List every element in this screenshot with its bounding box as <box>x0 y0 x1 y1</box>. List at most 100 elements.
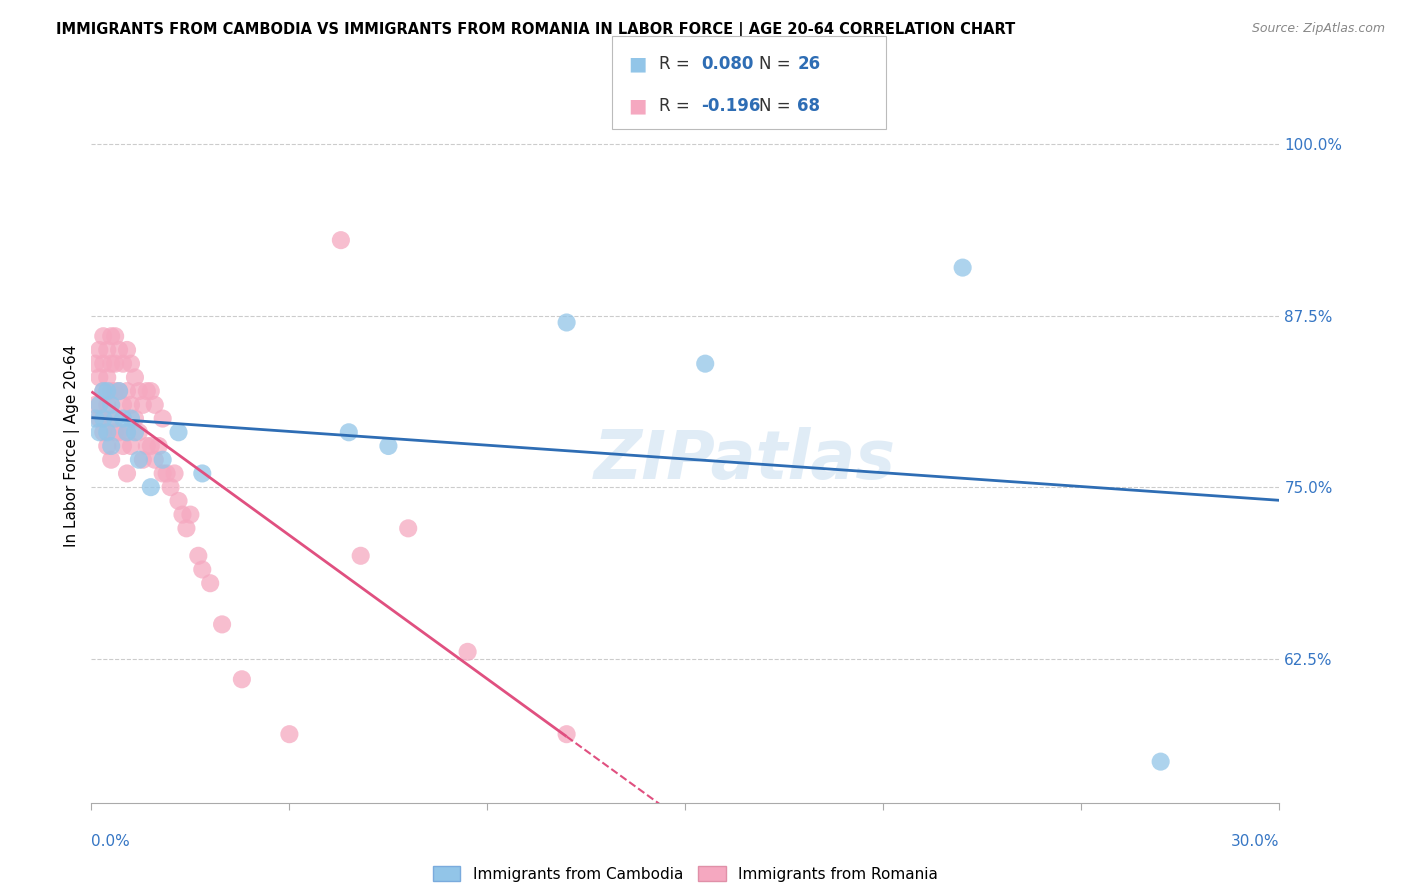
Point <box>128 384 150 398</box>
Point <box>100 398 122 412</box>
Point <box>100 357 122 371</box>
Point <box>89 398 111 412</box>
Point <box>96 425 118 440</box>
Point <box>104 329 127 343</box>
Point <box>555 316 578 330</box>
Text: 68: 68 <box>797 97 820 115</box>
Point <box>132 398 155 412</box>
Point <box>337 425 360 440</box>
Point <box>108 425 131 440</box>
Text: 0.080: 0.080 <box>702 54 754 73</box>
Point <box>200 576 222 591</box>
Point <box>100 329 122 343</box>
Point <box>695 357 717 371</box>
Point <box>163 467 186 481</box>
Point <box>135 439 157 453</box>
Point <box>128 452 150 467</box>
Point <box>120 439 142 453</box>
Text: Source: ZipAtlas.com: Source: ZipAtlas.com <box>1251 22 1385 36</box>
Point <box>115 343 138 357</box>
Point <box>89 343 111 357</box>
Point <box>135 384 157 398</box>
Point <box>96 398 118 412</box>
Point <box>952 260 974 275</box>
Point <box>104 357 127 371</box>
Point <box>115 467 138 481</box>
Point <box>120 411 142 425</box>
Point <box>89 425 111 440</box>
Point <box>124 370 146 384</box>
Point <box>152 411 174 425</box>
Point <box>191 467 214 481</box>
Point <box>143 398 166 412</box>
Point <box>179 508 201 522</box>
Point <box>159 480 181 494</box>
Point <box>187 549 209 563</box>
Point <box>91 411 114 425</box>
Text: R =: R = <box>659 97 696 115</box>
Point <box>156 467 179 481</box>
Point <box>143 452 166 467</box>
Point <box>84 398 107 412</box>
Point <box>112 439 135 453</box>
Point <box>167 425 190 440</box>
Text: ■: ■ <box>628 54 647 73</box>
Text: R =: R = <box>659 54 696 73</box>
Point <box>100 384 122 398</box>
Point <box>108 384 131 398</box>
Point <box>120 357 142 371</box>
Text: N =: N = <box>759 54 796 73</box>
Point <box>104 411 127 425</box>
Point <box>167 494 190 508</box>
Point <box>112 411 135 425</box>
Point <box>104 384 127 398</box>
Point <box>124 425 146 440</box>
Point <box>278 727 301 741</box>
Text: 30.0%: 30.0% <box>1232 834 1279 849</box>
Point <box>350 549 373 563</box>
Point <box>91 384 114 398</box>
Text: 26: 26 <box>797 54 820 73</box>
Point <box>96 343 118 357</box>
Point <box>139 384 162 398</box>
Point <box>152 467 174 481</box>
Point <box>100 411 122 425</box>
Point <box>172 508 194 522</box>
Text: 0.0%: 0.0% <box>91 834 131 849</box>
Point <box>108 343 131 357</box>
Point <box>152 452 174 467</box>
Point <box>132 452 155 467</box>
Point <box>139 480 162 494</box>
Point <box>377 439 399 453</box>
Point <box>457 645 479 659</box>
Point <box>396 521 419 535</box>
Text: ZIPatlas: ZIPatlas <box>593 427 896 493</box>
Point <box>84 357 107 371</box>
Point <box>115 384 138 398</box>
Point <box>91 425 114 440</box>
Point <box>100 439 122 453</box>
Point <box>115 425 138 440</box>
Legend: Immigrants from Cambodia, Immigrants from Romania: Immigrants from Cambodia, Immigrants fro… <box>427 860 943 888</box>
Point <box>148 439 170 453</box>
Text: -0.196: -0.196 <box>702 97 761 115</box>
Point <box>124 411 146 425</box>
Point <box>211 617 233 632</box>
Point <box>112 398 135 412</box>
Point <box>84 411 107 425</box>
Point <box>231 673 253 687</box>
Text: ■: ■ <box>628 96 647 115</box>
Point <box>96 439 118 453</box>
Point <box>191 562 214 576</box>
Point <box>329 233 352 247</box>
Text: IMMIGRANTS FROM CAMBODIA VS IMMIGRANTS FROM ROMANIA IN LABOR FORCE | AGE 20-64 C: IMMIGRANTS FROM CAMBODIA VS IMMIGRANTS F… <box>56 22 1015 38</box>
Point <box>120 398 142 412</box>
Point <box>91 357 114 371</box>
Text: N =: N = <box>759 97 796 115</box>
Point <box>89 370 111 384</box>
Point <box>128 425 150 440</box>
Point <box>555 727 578 741</box>
Point <box>108 384 131 398</box>
Point <box>112 357 135 371</box>
Point <box>91 329 114 343</box>
